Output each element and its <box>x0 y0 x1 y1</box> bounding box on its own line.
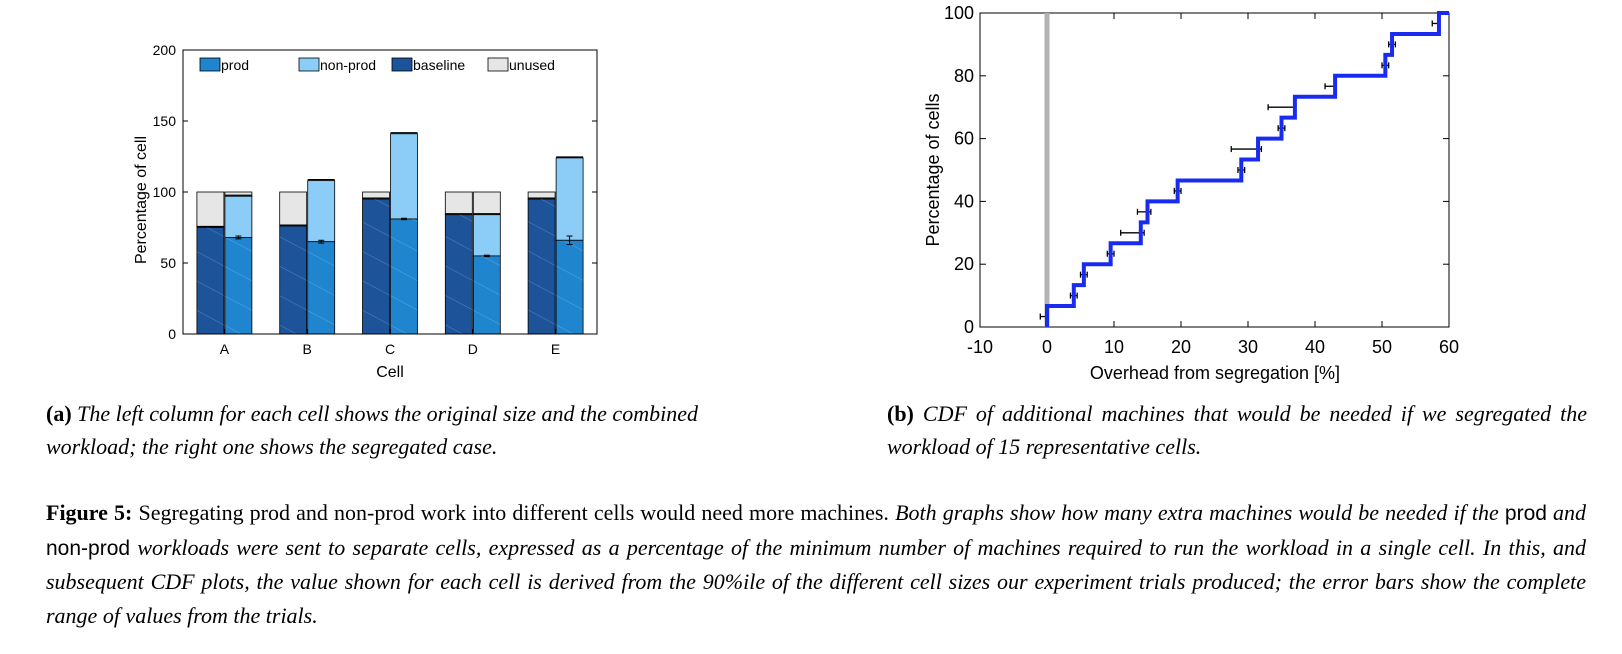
legend-label-prod: prod <box>221 57 249 73</box>
legend-swatch-non-prod <box>298 57 320 72</box>
x-tick-label: 20 <box>1171 337 1191 357</box>
y-tick-label: 100 <box>944 3 974 23</box>
subcaption-a-label: (a) <box>46 401 72 426</box>
bar-baseline-hatch <box>362 199 390 334</box>
legend-swatch-baseline <box>391 57 413 72</box>
bar-prod-hatch <box>390 218 418 334</box>
x-tick-label: 60 <box>1439 337 1459 357</box>
bar-prod-hatch <box>307 241 335 334</box>
bar-unused-combined <box>279 191 308 227</box>
legend-label-baseline: baseline <box>413 57 465 73</box>
figure-caption: Figure 5: Segregating prod and non-prod … <box>46 496 1586 632</box>
legend-label-non-prod: non-prod <box>320 57 376 73</box>
y-tick-label: 150 <box>153 113 177 129</box>
cdf-step-line <box>1045 11 1449 327</box>
figure-text-3: workloads were sent to separate cells, e… <box>46 534 1587 628</box>
subcaption-b-label: (b) <box>887 401 914 426</box>
x-tick-label: A <box>220 341 230 357</box>
bar-prod-hatch <box>473 255 501 334</box>
bar-non-prod <box>307 180 336 243</box>
figure-text-2: and <box>1553 500 1587 525</box>
plot-frame <box>979 12 1450 328</box>
bar-unused-combined <box>444 191 473 216</box>
x-axis-title: Overhead from segregation [%] <box>1090 363 1340 383</box>
y-tick-label: 0 <box>964 317 974 337</box>
bar-prod-hatch <box>556 240 584 334</box>
y-tick-label: 60 <box>954 129 974 149</box>
y-tick-label: 100 <box>153 184 177 200</box>
x-tick-label: E <box>551 341 560 357</box>
figure-term-non-prod: non-prod <box>46 536 131 560</box>
bar-baseline-hatch <box>279 226 307 334</box>
bar-prod-hatch <box>224 237 252 334</box>
bar-non-prod <box>472 214 501 257</box>
stacked-bar-chart: 0 50 100 150 200 A B C D E prod non-prod baseline un… <box>133 42 598 381</box>
bar-non-prod <box>555 157 584 241</box>
subcaption-a-text: The left column for each cell shows the … <box>46 401 698 459</box>
subcaption-a: (a) The left column for each cell shows … <box>46 397 766 463</box>
x-tick-label: D <box>468 341 478 357</box>
x-tick-label: 0 <box>1042 337 1052 357</box>
x-tick-label: 30 <box>1238 337 1258 357</box>
legend-swatch-unused <box>487 57 509 72</box>
figure-term-prod: prod <box>1504 502 1547 525</box>
bar-baseline-hatch <box>445 214 473 334</box>
y-tick-label: 200 <box>153 42 177 58</box>
bar-baseline-hatch <box>528 199 556 334</box>
bar-baseline-hatch <box>196 227 224 334</box>
subcaption-b: (b) CDF of additional machines that woul… <box>887 397 1587 463</box>
subcaption-b-text: CDF of additional machines that would be… <box>887 401 1587 459</box>
x-tick-label: -10 <box>967 337 993 357</box>
y-tick-label: 80 <box>954 66 974 86</box>
x-tick-label: 50 <box>1372 337 1392 357</box>
figure-sentence: Segregating prod and non-prod work into … <box>138 500 889 525</box>
x-axis-title: Cell <box>376 364 404 381</box>
x-tick-label: B <box>303 341 312 357</box>
y-axis-title: Percentage of cells <box>923 93 943 246</box>
x-tick-label: 40 <box>1305 337 1325 357</box>
y-tick-label: 50 <box>160 255 176 271</box>
bar-non-prod <box>390 133 418 220</box>
x-tick-label: 10 <box>1104 337 1124 357</box>
y-tick-label: 0 <box>168 326 176 342</box>
legend-label-unused: unused <box>509 57 555 73</box>
y-axis-title: Percentage of cell <box>133 136 150 264</box>
x-tick-label: C <box>385 341 395 357</box>
y-tick-label: 20 <box>954 254 974 274</box>
legend-swatch-prod <box>199 57 221 72</box>
bar-unused-combined <box>196 191 225 228</box>
figure-text-1: Both graphs show how many extra machines… <box>895 500 1499 525</box>
bar-unused-segregated <box>472 191 501 216</box>
y-tick-label: 40 <box>954 191 974 211</box>
bar-non-prod <box>224 195 253 238</box>
figure-label: Figure 5: <box>46 500 133 525</box>
